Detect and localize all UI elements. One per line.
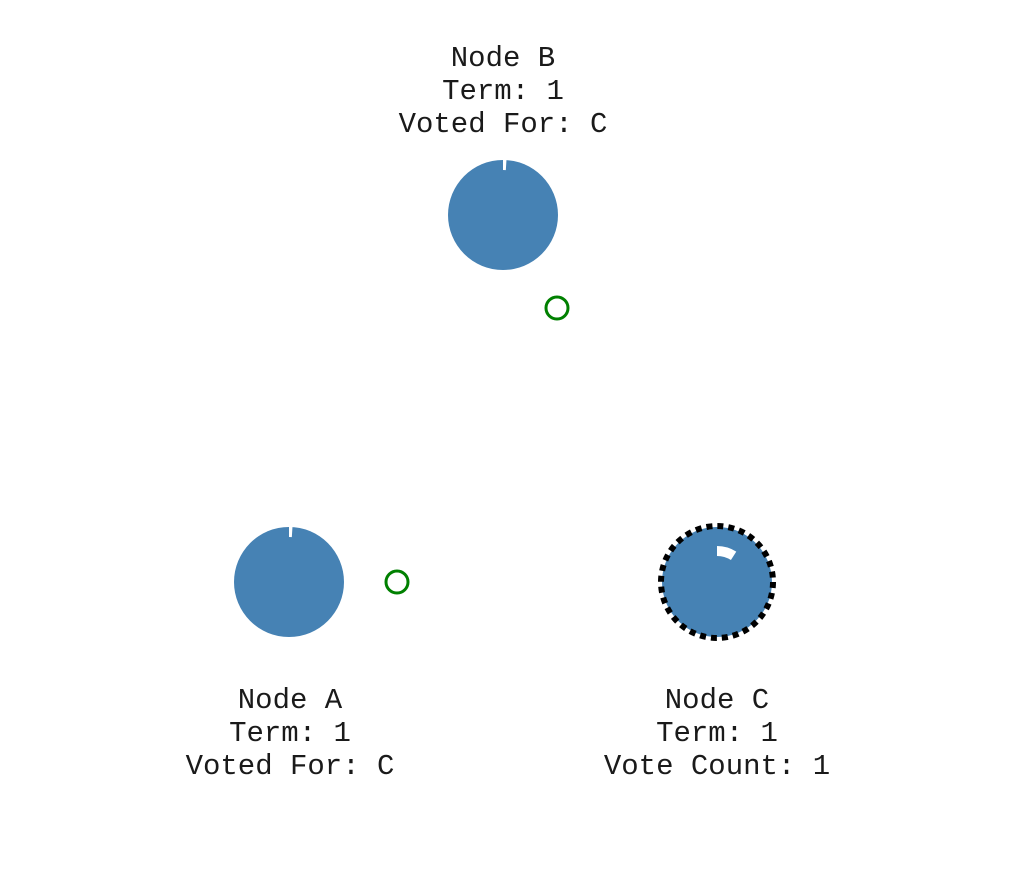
node-a-name: Node A — [237, 684, 343, 717]
node-a-term: Term: 1 — [229, 717, 351, 750]
vote-response-message — [384, 569, 410, 595]
node-b-name: Node B — [450, 42, 556, 75]
node-a-circle[interactable] — [234, 527, 344, 637]
node-a-status: Voted For: C — [185, 750, 395, 783]
node-a[interactable] — [234, 526, 344, 637]
node-c-label: Node C Term: 1 Vote Count: 1 — [517, 684, 917, 783]
node-c-circle[interactable] — [662, 527, 772, 637]
node-b[interactable] — [448, 159, 558, 270]
node-c-term: Term: 1 — [656, 717, 778, 750]
vote-response-message — [544, 295, 570, 321]
node-c-status: Vote Count: 1 — [603, 750, 831, 783]
node-c[interactable] — [658, 523, 776, 641]
node-b-timer-arc — [503, 159, 507, 171]
node-c-name: Node C — [664, 684, 770, 717]
node-b-circle[interactable] — [448, 160, 558, 270]
node-a-timer-arc — [289, 526, 293, 538]
node-b-status: Voted For: C — [398, 108, 608, 141]
node-b-term: Term: 1 — [442, 75, 564, 108]
node-c-candidate-ring — [658, 523, 776, 641]
node-b-label: Node B Term: 1 Voted For: C — [303, 42, 703, 141]
node-c-timer-arc — [717, 546, 737, 561]
node-a-label: Node A Term: 1 Voted For: C — [90, 684, 490, 783]
